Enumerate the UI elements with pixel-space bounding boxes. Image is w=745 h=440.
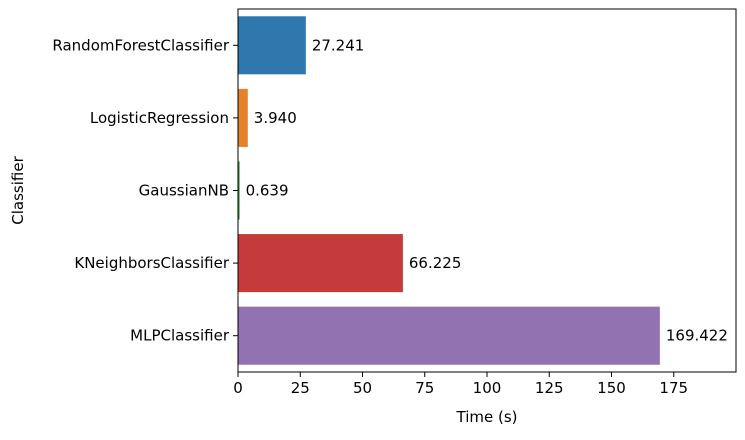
y-tick-label-KNeighborsClassifier: KNeighborsClassifier [74,254,229,272]
x-tick-label: 50 [353,379,372,397]
y-tick-label-LogisticRegression: LogisticRegression [90,109,229,127]
x-axis-title: Time (s) [456,408,518,426]
value-label-KNeighborsClassifier: 66.225 [409,254,462,272]
value-label-GaussianNB: 0.639 [246,182,289,200]
x-tick-label: 100 [473,379,502,397]
x-tick-label: 0 [233,379,243,397]
y-tick-label-MLPClassifier: MLPClassifier [130,327,230,345]
bar-LogisticRegression [238,88,248,147]
y-tick-label-RandomForestClassifier: RandomForestClassifier [52,36,229,54]
value-label-MLPClassifier: 169.422 [666,327,728,345]
x-tick-label: 125 [535,379,564,397]
bar-MLPClassifier [238,306,660,365]
value-label-LogisticRegression: 3.940 [254,109,297,127]
bar-GaussianNB [238,161,240,220]
x-tick-label: 175 [659,379,688,397]
plot-frame [237,8,737,373]
value-labels: 27.241 3.940 0.639 66.225 169.422 [246,36,728,344]
bars [238,16,660,365]
bar-KNeighborsClassifier [238,234,403,293]
x-tick-label: 150 [597,379,626,397]
bar-RandomForestClassifier [238,16,306,75]
y-axis-title: Classifier [9,155,27,224]
x-tick-label: 25 [291,379,310,397]
x-axis-ticks: 0 25 50 75 100 125 150 175 [233,372,688,397]
y-axis-ticks: RandomForestClassifier LogisticRegression… [52,36,238,345]
x-tick-label: 75 [415,379,434,397]
value-label-RandomForestClassifier: 27.241 [312,36,365,54]
y-tick-label-GaussianNB: GaussianNB [139,182,229,200]
